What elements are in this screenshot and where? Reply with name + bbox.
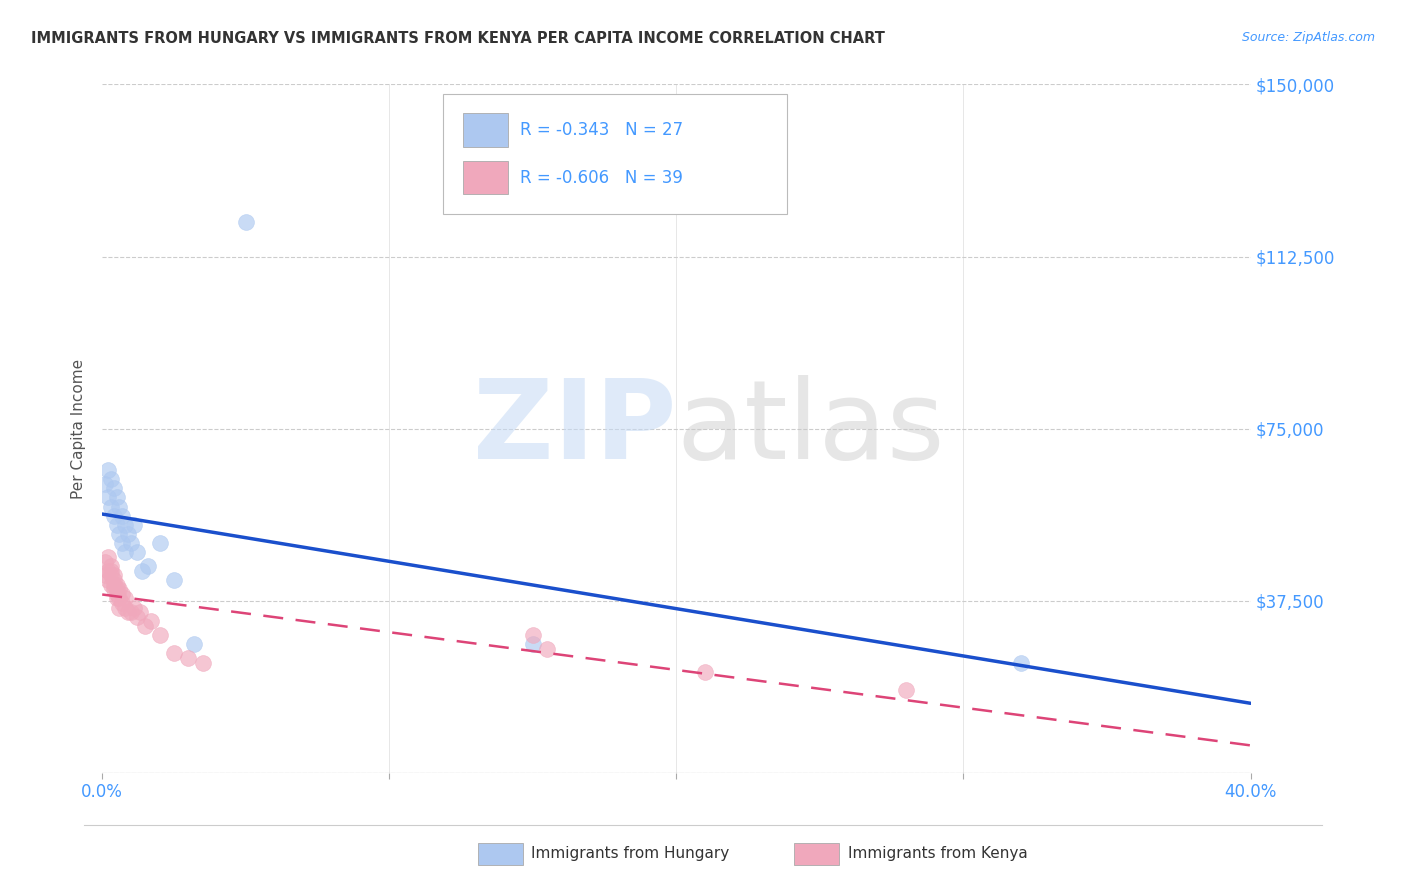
Point [97,463,120,477]
Point [111,596,134,610]
Point [120,536,142,550]
Text: IMMIGRANTS FROM HUNGARY VS IMMIGRANTS FROM KENYA PER CAPITA INCOME CORRELATION C: IMMIGRANTS FROM HUNGARY VS IMMIGRANTS FR… [31,31,884,46]
Point [163,647,186,661]
Text: R = -0.606   N = 39: R = -0.606 N = 39 [520,169,683,186]
Text: Immigrants from Kenya: Immigrants from Kenya [848,847,1028,861]
Point [111,536,134,550]
Point [693,665,716,679]
Point [108,600,131,615]
Point [105,582,128,597]
Point [97,550,120,565]
Point [103,577,125,591]
Point [108,582,131,597]
Point [125,545,148,559]
Point [522,628,544,642]
Point [191,656,214,670]
Point [108,591,131,606]
Point [114,518,136,533]
Text: ZIP: ZIP [472,376,676,482]
Point [114,600,136,615]
Point [522,637,544,651]
Text: R = -0.343   N = 27: R = -0.343 N = 27 [520,121,683,139]
Point [183,637,205,651]
Point [120,605,142,619]
Point [97,564,120,578]
Point [149,628,172,642]
Point [1010,656,1032,670]
Point [105,587,128,601]
Point [131,564,153,578]
Point [97,491,120,505]
Point [111,587,134,601]
Text: Immigrants from Hungary: Immigrants from Hungary [531,847,730,861]
Point [103,582,125,597]
Point [100,568,122,582]
Point [128,605,150,619]
Point [139,615,162,629]
Text: Source: ZipAtlas.com: Source: ZipAtlas.com [1241,31,1375,45]
Point [100,500,122,514]
Point [163,573,186,587]
Point [134,619,156,633]
Point [105,491,128,505]
Point [114,545,136,559]
Point [105,518,128,533]
Point [105,577,128,591]
Point [117,605,139,619]
Point [111,508,134,523]
Point [177,651,200,665]
Point [114,591,136,606]
Point [125,609,148,624]
Point [94,555,117,569]
Point [97,573,120,587]
Point [94,568,117,582]
Point [108,500,131,514]
Point [103,508,125,523]
Point [117,527,139,541]
Point [103,573,125,587]
Point [122,600,145,615]
Point [100,559,122,574]
Point [108,527,131,541]
Y-axis label: Per Capita Income: Per Capita Income [72,359,86,499]
Point [100,577,122,591]
Point [536,641,558,656]
Point [105,591,128,606]
Point [103,481,125,495]
Point [894,683,917,698]
Point [235,215,257,229]
Point [100,472,122,486]
Point [94,476,117,491]
Text: atlas: atlas [676,376,945,482]
Point [100,564,122,578]
Point [103,568,125,582]
Point [136,559,159,574]
Point [122,518,145,533]
Point [149,536,172,550]
